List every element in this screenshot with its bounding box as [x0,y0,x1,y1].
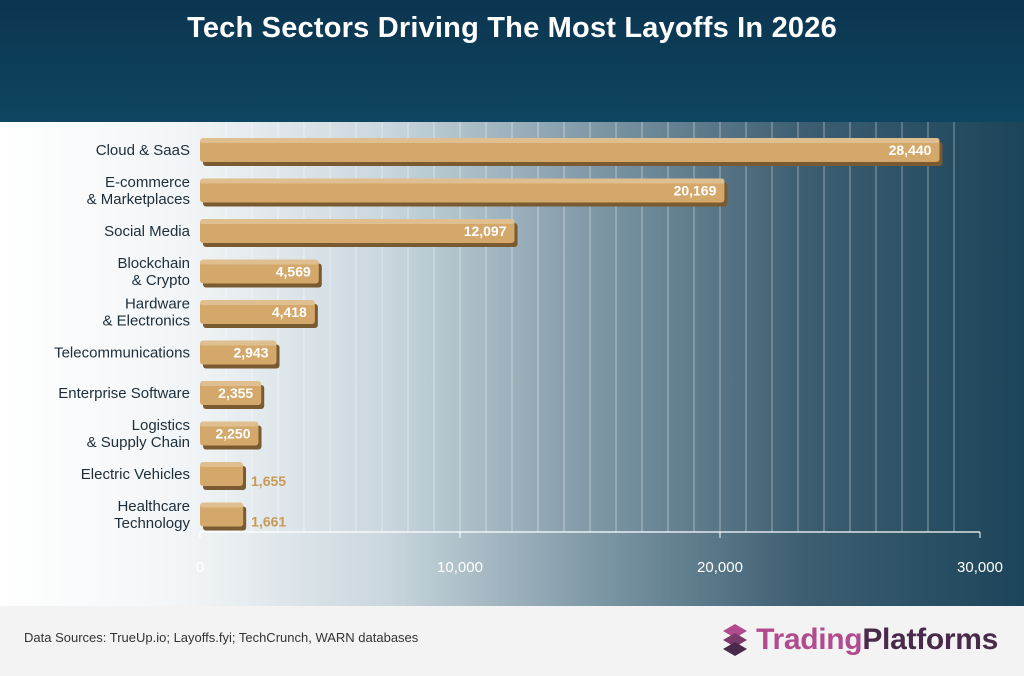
x-axis-ticks: 0 10,000 20,000 30,000 [196,532,1003,576]
category-label: Healthcare Technology [114,498,190,532]
category-label: Electric Vehicles [81,466,190,483]
bar-value-label: 4,418 [272,304,307,320]
category-label-line: Healthcare [117,498,190,515]
category-label-line: & Electronics [102,313,190,330]
category-label-line: E-commerce [105,174,190,191]
bar [200,462,244,486]
category-label-line: Telecommunications [54,345,190,362]
bar-value-label: 2,943 [233,345,268,361]
category-label-line: Technology [114,515,190,532]
category-label: Enterprise Software [58,385,190,402]
category-label-line: & Marketplaces [87,191,190,208]
category-label-line: Cloud & SaaS [96,142,190,159]
bar [200,340,277,365]
bar-highlight [200,340,277,346]
brand-name-platforms: Platforms [862,623,998,656]
bar-highlight [200,502,244,508]
bar-highlight [200,259,319,265]
category-label-line: Blockchain [117,255,190,272]
category-label: Blockchain & Crypto [117,255,190,289]
chart-header: Tech Sectors Driving The Most Layoffs In… [0,0,1024,122]
bar-value-label: 20,169 [674,183,717,199]
bar-value-label: 2,355 [218,385,253,401]
bar [200,502,244,527]
category-labels: Cloud & SaaS E-commerce & Marketplaces Soci… [54,142,191,532]
category-label: Logistics & Supply Chain [87,417,190,451]
bar-highlight [200,178,725,184]
footer: Data Sources: TrueUp.io; Layoffs.fyi; Te… [0,606,1024,676]
bar-value-label: 12,097 [464,223,507,239]
bar-group: 2,250 [200,421,262,450]
bar-group: 2,943 [200,340,280,369]
x-tick-label: 30,000 [957,559,1003,576]
category-label: E-commerce & Marketplaces [87,174,190,208]
x-tick-label: 10,000 [437,559,483,576]
brand-name-trading: Trading [756,623,863,656]
bar-value-label: 4,569 [276,264,311,280]
bar-highlight [200,421,259,427]
x-tick-label: 0 [196,559,204,576]
bar-chart: 28,440 20,169 12,097 4,569 4,418 2,943 2,355 2,… [54,122,1003,576]
bar-highlight [200,300,315,305]
category-label-line: Enterprise Software [58,385,190,402]
bar-group: 20,169 [200,178,728,207]
bar-group: 4,418 [200,300,318,328]
bar-group: 1,655 [200,462,286,490]
bar-value-label: 2,250 [215,426,250,442]
bar-group: 2,355 [200,381,265,409]
category-label: Social Media [104,223,191,240]
x-tick-label: 20,000 [697,559,743,576]
bar-group: 4,569 [200,259,322,288]
category-label-line: Electric Vehicles [81,466,190,483]
category-label-line: Hardware [125,296,190,313]
stacked-layers-icon [723,624,748,656]
chart-title: Tech Sectors Driving The Most Layoffs In… [187,12,837,44]
bar-group: 28,440 [200,138,943,166]
bar [200,300,315,324]
category-label-line: & Crypto [132,272,190,289]
bar [200,259,319,284]
category-label-line: Social Media [104,223,191,240]
bar-value-label: 1,661 [251,514,286,530]
bar-highlight [200,381,262,386]
bar [200,381,262,405]
category-label: Hardware & Electronics [102,296,190,330]
data-source-note: Data Sources: TrueUp.io; Layoffs.fyi; Te… [24,630,419,645]
category-label: Cloud & SaaS [96,142,190,159]
bar-group: 12,097 [200,219,518,247]
bar-highlight [200,462,244,467]
category-label-line: & Supply Chain [87,434,190,451]
bar-highlight [200,138,940,143]
category-label: Telecommunications [54,345,190,362]
bar [200,219,515,243]
bar [200,421,259,446]
bar [200,178,725,203]
bar-value-label: 28,440 [889,142,932,158]
brand-logo[interactable]: Trading Platforms [722,620,998,660]
bar-highlight [200,219,515,224]
bar [200,138,940,162]
category-label-line: Logistics [132,417,190,434]
bars: 28,440 20,169 12,097 4,569 4,418 2,943 2,355 2,… [200,138,943,531]
bar-group: 1,661 [200,502,286,531]
bar-value-label: 1,655 [251,473,286,489]
